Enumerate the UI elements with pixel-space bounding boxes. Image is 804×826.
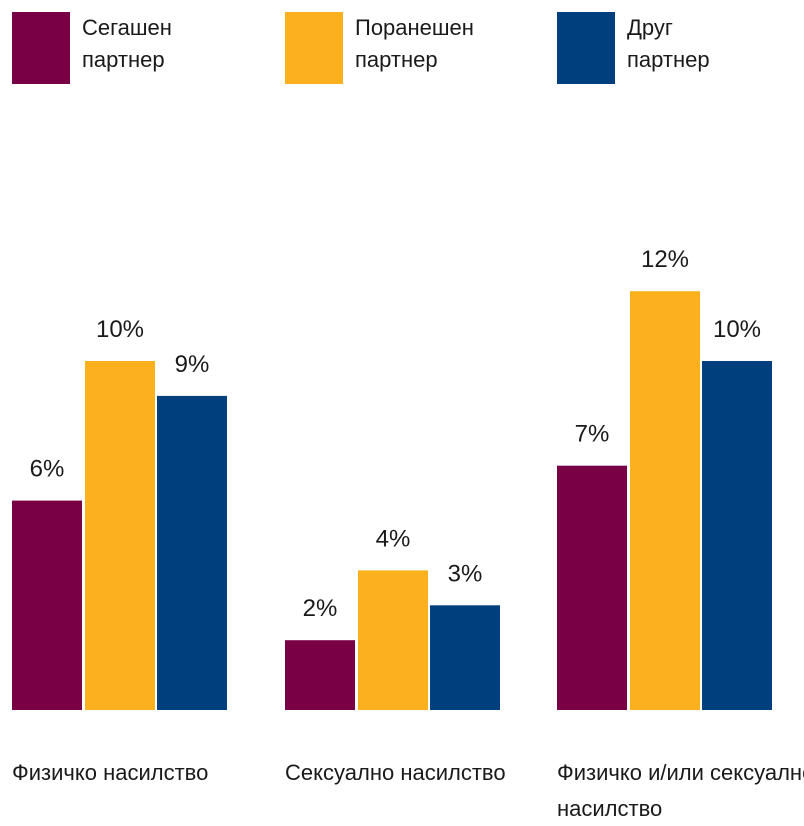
legend-label-1: Сегашен партнер bbox=[82, 15, 172, 72]
bar-1-series-2 bbox=[85, 361, 155, 710]
bar-2-series-3 bbox=[430, 605, 500, 710]
data-label-1-2: 10% bbox=[96, 316, 144, 343]
data-label-2-2: 4% bbox=[376, 525, 411, 552]
category-axis: Физичко насилство Сексуално насилство Физи… bbox=[12, 760, 804, 821]
bar-1-series-3 bbox=[157, 395, 227, 710]
bar-1-series-1 bbox=[12, 500, 82, 710]
legend-swatch-2 bbox=[285, 12, 343, 84]
category-label-1: Физичко насилство bbox=[12, 760, 208, 785]
data-label-3-3: 10% bbox=[713, 316, 761, 343]
legend-swatch-1 bbox=[12, 12, 70, 84]
data-label-1-3: 9% bbox=[175, 351, 210, 378]
data-label-3-1: 7% bbox=[575, 421, 610, 448]
bar-3-series-1 bbox=[557, 465, 627, 710]
legend-label-2: Поранешен партнер bbox=[355, 15, 474, 72]
data-label-2-3: 3% bbox=[448, 560, 483, 587]
data-label-2-1: 2% bbox=[303, 595, 338, 622]
data-label-3-2: 12% bbox=[641, 246, 689, 273]
bar-2-series-1 bbox=[285, 640, 355, 710]
data-label-1-1: 6% bbox=[30, 456, 65, 483]
legend-label-3: Друг партнер bbox=[627, 15, 710, 72]
bar-3-series-3 bbox=[702, 361, 772, 710]
plot-area: 6% 10% 9% 2% 4% 3% 7% 12% 10% bbox=[12, 246, 772, 710]
bar-2-series-2 bbox=[358, 570, 428, 710]
bar-3-series-2 bbox=[630, 291, 700, 710]
category-label-2: Сексуално насилство bbox=[285, 760, 506, 785]
legend-swatch-3 bbox=[557, 12, 615, 84]
category-label-3: Физичко и/или сексуално насилство bbox=[557, 760, 804, 821]
legend: Сегашен партнер Поранешен партнер Друг партне… bbox=[12, 12, 710, 84]
